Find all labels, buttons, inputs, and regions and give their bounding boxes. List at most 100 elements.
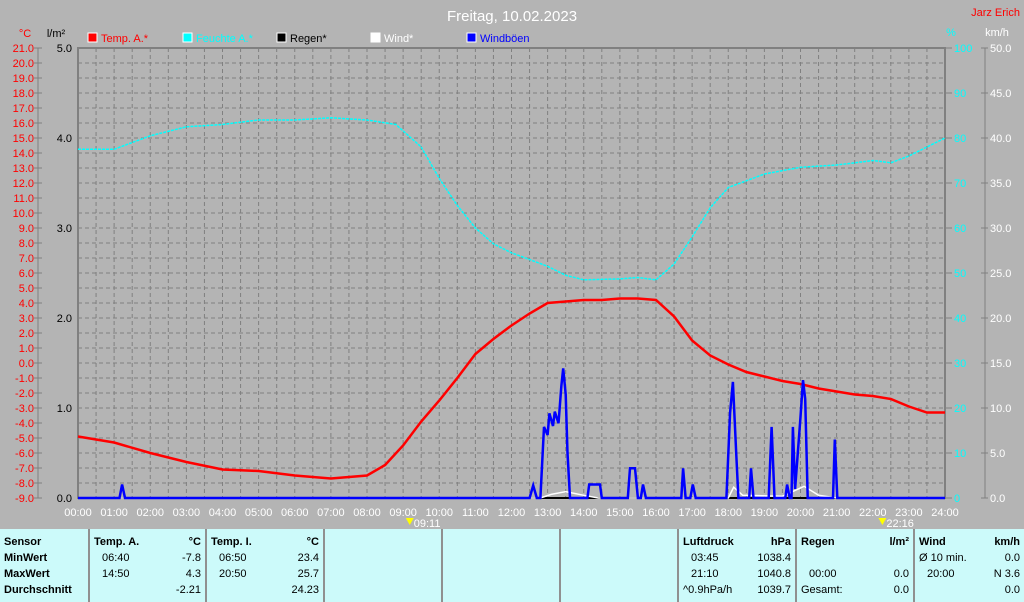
max: 25.7 bbox=[297, 568, 319, 580]
third: 0.0 bbox=[1004, 584, 1020, 596]
max-time: 00:00 bbox=[809, 568, 837, 580]
col-sensor: Sensor MinWert MaxWert Durchschnitt bbox=[0, 529, 90, 602]
max: 1040.8 bbox=[757, 568, 791, 580]
wind-unit: km/h bbox=[985, 27, 1009, 39]
x-tick: 11:00 bbox=[462, 507, 489, 519]
x-tick: 06:00 bbox=[281, 507, 309, 519]
sunrise-time: 09:11 bbox=[414, 518, 441, 529]
temp-tick: 20.0 bbox=[13, 58, 34, 70]
temp-tick: 12.0 bbox=[13, 178, 34, 190]
label-maxwert: MaxWert bbox=[4, 568, 50, 580]
wind-tick: 50.0 bbox=[990, 43, 1011, 55]
col-luftdruck: Luftdruck hPa 03:45 1038.4 21:10 1040.8 ^0.… bbox=[679, 529, 797, 602]
col-wind: Wind km/h Ø 10 min. 0.0 20:00 N 3.6 0.0 bbox=[915, 529, 1024, 602]
legend-swatch bbox=[87, 32, 98, 43]
x-tick: 16:00 bbox=[642, 507, 670, 519]
humidity-tick: 60 bbox=[954, 223, 966, 235]
temp-tick: -1.0 bbox=[15, 373, 34, 385]
legend-label: Temp. A.* bbox=[101, 33, 149, 45]
humidity-tick: 90 bbox=[954, 88, 966, 100]
header: Wind bbox=[919, 536, 946, 548]
temp-unit: °C bbox=[19, 28, 31, 40]
x-tick: 17:00 bbox=[678, 507, 706, 519]
temp-tick: -5.0 bbox=[15, 433, 34, 445]
label-sensor: Sensor bbox=[4, 536, 42, 548]
wind-tick: 0.0 bbox=[990, 493, 1005, 505]
temp-tick: -7.0 bbox=[15, 463, 34, 475]
legend-swatch bbox=[370, 32, 381, 43]
legend-swatch bbox=[182, 32, 193, 43]
label-minwert: MinWert bbox=[4, 552, 48, 564]
unit: l/m² bbox=[889, 536, 909, 548]
sunset-icon bbox=[878, 518, 887, 525]
temp-tick: 4.0 bbox=[19, 298, 34, 310]
x-tick: 02:00 bbox=[136, 507, 164, 519]
temp-tick: 10.0 bbox=[13, 208, 34, 220]
temp-tick: -2.0 bbox=[15, 388, 34, 400]
wind-tick: 25.0 bbox=[990, 268, 1011, 280]
unit: °C bbox=[306, 536, 319, 548]
series-line-temp-a- bbox=[77, 297, 945, 480]
x-tick: 21:00 bbox=[823, 507, 851, 519]
temp-tick: 14.0 bbox=[13, 148, 34, 160]
max: 0.0 bbox=[893, 568, 909, 580]
series-line-wind- bbox=[78, 485, 945, 499]
series-line-windböen bbox=[78, 368, 945, 500]
avg-label: Ø 10 min. bbox=[919, 552, 967, 564]
temp-tick: 3.0 bbox=[19, 313, 34, 325]
legend-label: Wind* bbox=[384, 33, 414, 45]
x-tick: 10:00 bbox=[425, 507, 453, 519]
author-label: Jarz Erich bbox=[971, 7, 1020, 19]
wind-tick: 30.0 bbox=[990, 223, 1011, 235]
x-tick: 12:00 bbox=[498, 507, 526, 519]
temp-tick: -4.0 bbox=[15, 418, 34, 430]
humidity-tick: 80 bbox=[954, 133, 966, 145]
weather-chart: Freitag, 10.02.2023 Jarz Erich Temp. A.* Fe… bbox=[13, 7, 1020, 529]
x-tick: 05:00 bbox=[245, 507, 273, 519]
header: Temp. I. bbox=[211, 536, 252, 548]
rain-tick: 3.0 bbox=[57, 223, 72, 235]
min: 23.4 bbox=[297, 552, 319, 564]
temp-tick: 11.0 bbox=[13, 193, 34, 205]
temp-tick: 16.0 bbox=[13, 118, 34, 130]
temp-tick: 2.0 bbox=[19, 328, 34, 340]
temp-tick: 7.0 bbox=[19, 253, 34, 265]
temp-tick: -9.0 bbox=[15, 493, 34, 505]
humidity-tick: 20 bbox=[954, 403, 966, 415]
x-tick: 24:00 bbox=[931, 507, 959, 519]
col-temp-a: Temp. A. °C 06:40 -7.8 14:50 4.3 -2.21 bbox=[90, 529, 207, 602]
temp-tick: 1.0 bbox=[19, 343, 34, 355]
wind-tick: 45.0 bbox=[990, 88, 1011, 100]
temp-tick: 9.0 bbox=[19, 223, 34, 235]
x-tick: 18:00 bbox=[714, 507, 742, 519]
humidity-tick: 0 bbox=[954, 493, 960, 505]
temp-tick: 13.0 bbox=[13, 163, 34, 175]
unit: hPa bbox=[770, 536, 791, 548]
unit: °C bbox=[188, 536, 201, 548]
col-temp-i: Temp. I. °C 06:50 23.4 20:50 25.7 24.23 bbox=[207, 529, 325, 602]
avg: 24.23 bbox=[291, 584, 319, 596]
min: 1038.4 bbox=[757, 552, 791, 564]
rain-tick: 0.0 bbox=[57, 493, 72, 505]
rain-tick: 4.0 bbox=[57, 133, 72, 145]
max: N 3.6 bbox=[993, 568, 1020, 580]
humidity-unit: % bbox=[946, 27, 956, 39]
rain-unit: l/m² bbox=[47, 28, 66, 40]
avg: -2.21 bbox=[175, 584, 201, 596]
x-tick: 20:00 bbox=[787, 507, 815, 519]
chart-title: Freitag, 10.02.2023 bbox=[447, 8, 577, 25]
x-tick: 19:00 bbox=[751, 507, 779, 519]
temp-tick: 5.0 bbox=[19, 283, 34, 295]
wind-tick: 40.0 bbox=[990, 133, 1011, 145]
legend-label: Windböen bbox=[480, 33, 530, 45]
col-empty-2 bbox=[443, 529, 561, 602]
temp-tick: 8.0 bbox=[19, 238, 34, 250]
x-tick: 23:00 bbox=[895, 507, 923, 519]
total: 0.0 bbox=[893, 584, 909, 596]
label-durchschnitt: Durchschnitt bbox=[4, 584, 72, 596]
col-empty-3 bbox=[561, 529, 679, 602]
humidity-tick: 50 bbox=[954, 268, 966, 280]
max: 4.3 bbox=[185, 568, 201, 580]
sunset-time: 22:16 bbox=[886, 518, 914, 529]
x-tick: 22:00 bbox=[859, 507, 887, 519]
